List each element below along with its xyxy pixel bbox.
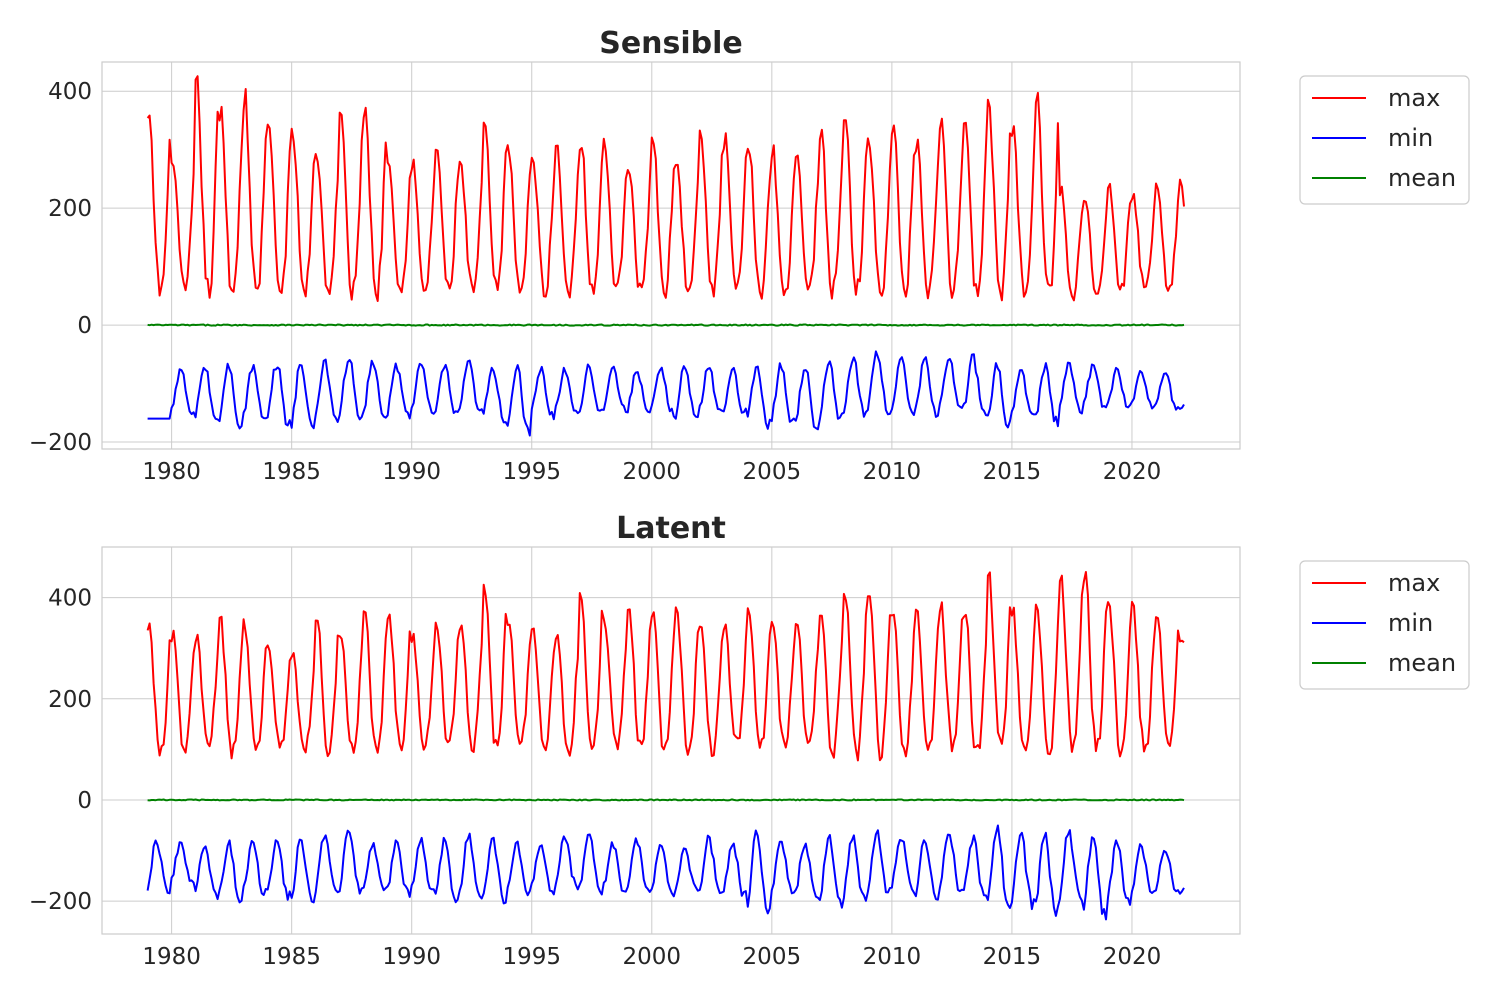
y-tick-label: 400 (48, 79, 92, 105)
x-tick-label: 2005 (743, 944, 802, 970)
plot-frame (101, 546, 1241, 935)
x-tick-label: 2010 (863, 459, 922, 485)
series-line-mean (147, 323, 1185, 327)
series-line-max (146, 571, 1185, 762)
x-tick-label: 1980 (142, 944, 201, 970)
legend-box (1299, 560, 1470, 690)
x-tick-label: 1995 (502, 944, 561, 970)
series-line-mean (147, 798, 1185, 802)
x-tick-label: 2015 (983, 944, 1042, 970)
x-tick-label: 1990 (382, 944, 441, 970)
x-tick-label: 2020 (1103, 459, 1162, 485)
x-tick-label: 2005 (743, 459, 802, 485)
y-tick-label: 0 (77, 313, 92, 339)
x-tick-label: 2015 (983, 459, 1042, 485)
legend-label-min: min (1388, 124, 1433, 152)
x-tick-label: 1995 (502, 459, 561, 485)
legend-label-mean: mean (1388, 164, 1456, 192)
sensible-panel: 1980 1985 1990 1995 2000 2005 2010 2015 2020−200… (29, 26, 1470, 485)
y-tick-label: −200 (29, 430, 92, 456)
series-line-max (146, 75, 1185, 302)
x-tick-label: 1980 (142, 459, 201, 485)
x-tick-label: 1990 (382, 459, 441, 485)
x-tick-label: 1985 (262, 459, 321, 485)
legend: max min mean (1299, 560, 1470, 690)
x-tick-label: 2000 (623, 459, 682, 485)
y-tick-label: 400 (48, 586, 92, 612)
x-tick-label: 2000 (623, 944, 682, 970)
chart-title: Latent (616, 511, 726, 546)
y-tick-label: −200 (29, 889, 92, 915)
series-line-min (147, 350, 1185, 437)
legend: max min mean (1299, 75, 1470, 205)
legend-label-max: max (1388, 84, 1440, 112)
plot-frame (101, 61, 1241, 450)
y-tick-label: 200 (48, 687, 92, 713)
chart-title: Sensible (599, 26, 743, 61)
y-tick-label: 0 (77, 788, 92, 814)
legend-box (1299, 75, 1470, 205)
legend-label-min: min (1388, 609, 1433, 637)
legend-label-mean: mean (1388, 649, 1456, 677)
series-line-min (146, 824, 1185, 921)
legend-label-max: max (1388, 569, 1440, 597)
x-tick-label: 1985 (262, 944, 321, 970)
x-tick-label: 2010 (863, 944, 922, 970)
y-tick-label: 200 (48, 196, 92, 222)
x-tick-label: 2020 (1103, 944, 1162, 970)
latent-panel: 1980 1985 1990 1995 2000 2005 2010 2015 2020−200… (29, 511, 1470, 970)
